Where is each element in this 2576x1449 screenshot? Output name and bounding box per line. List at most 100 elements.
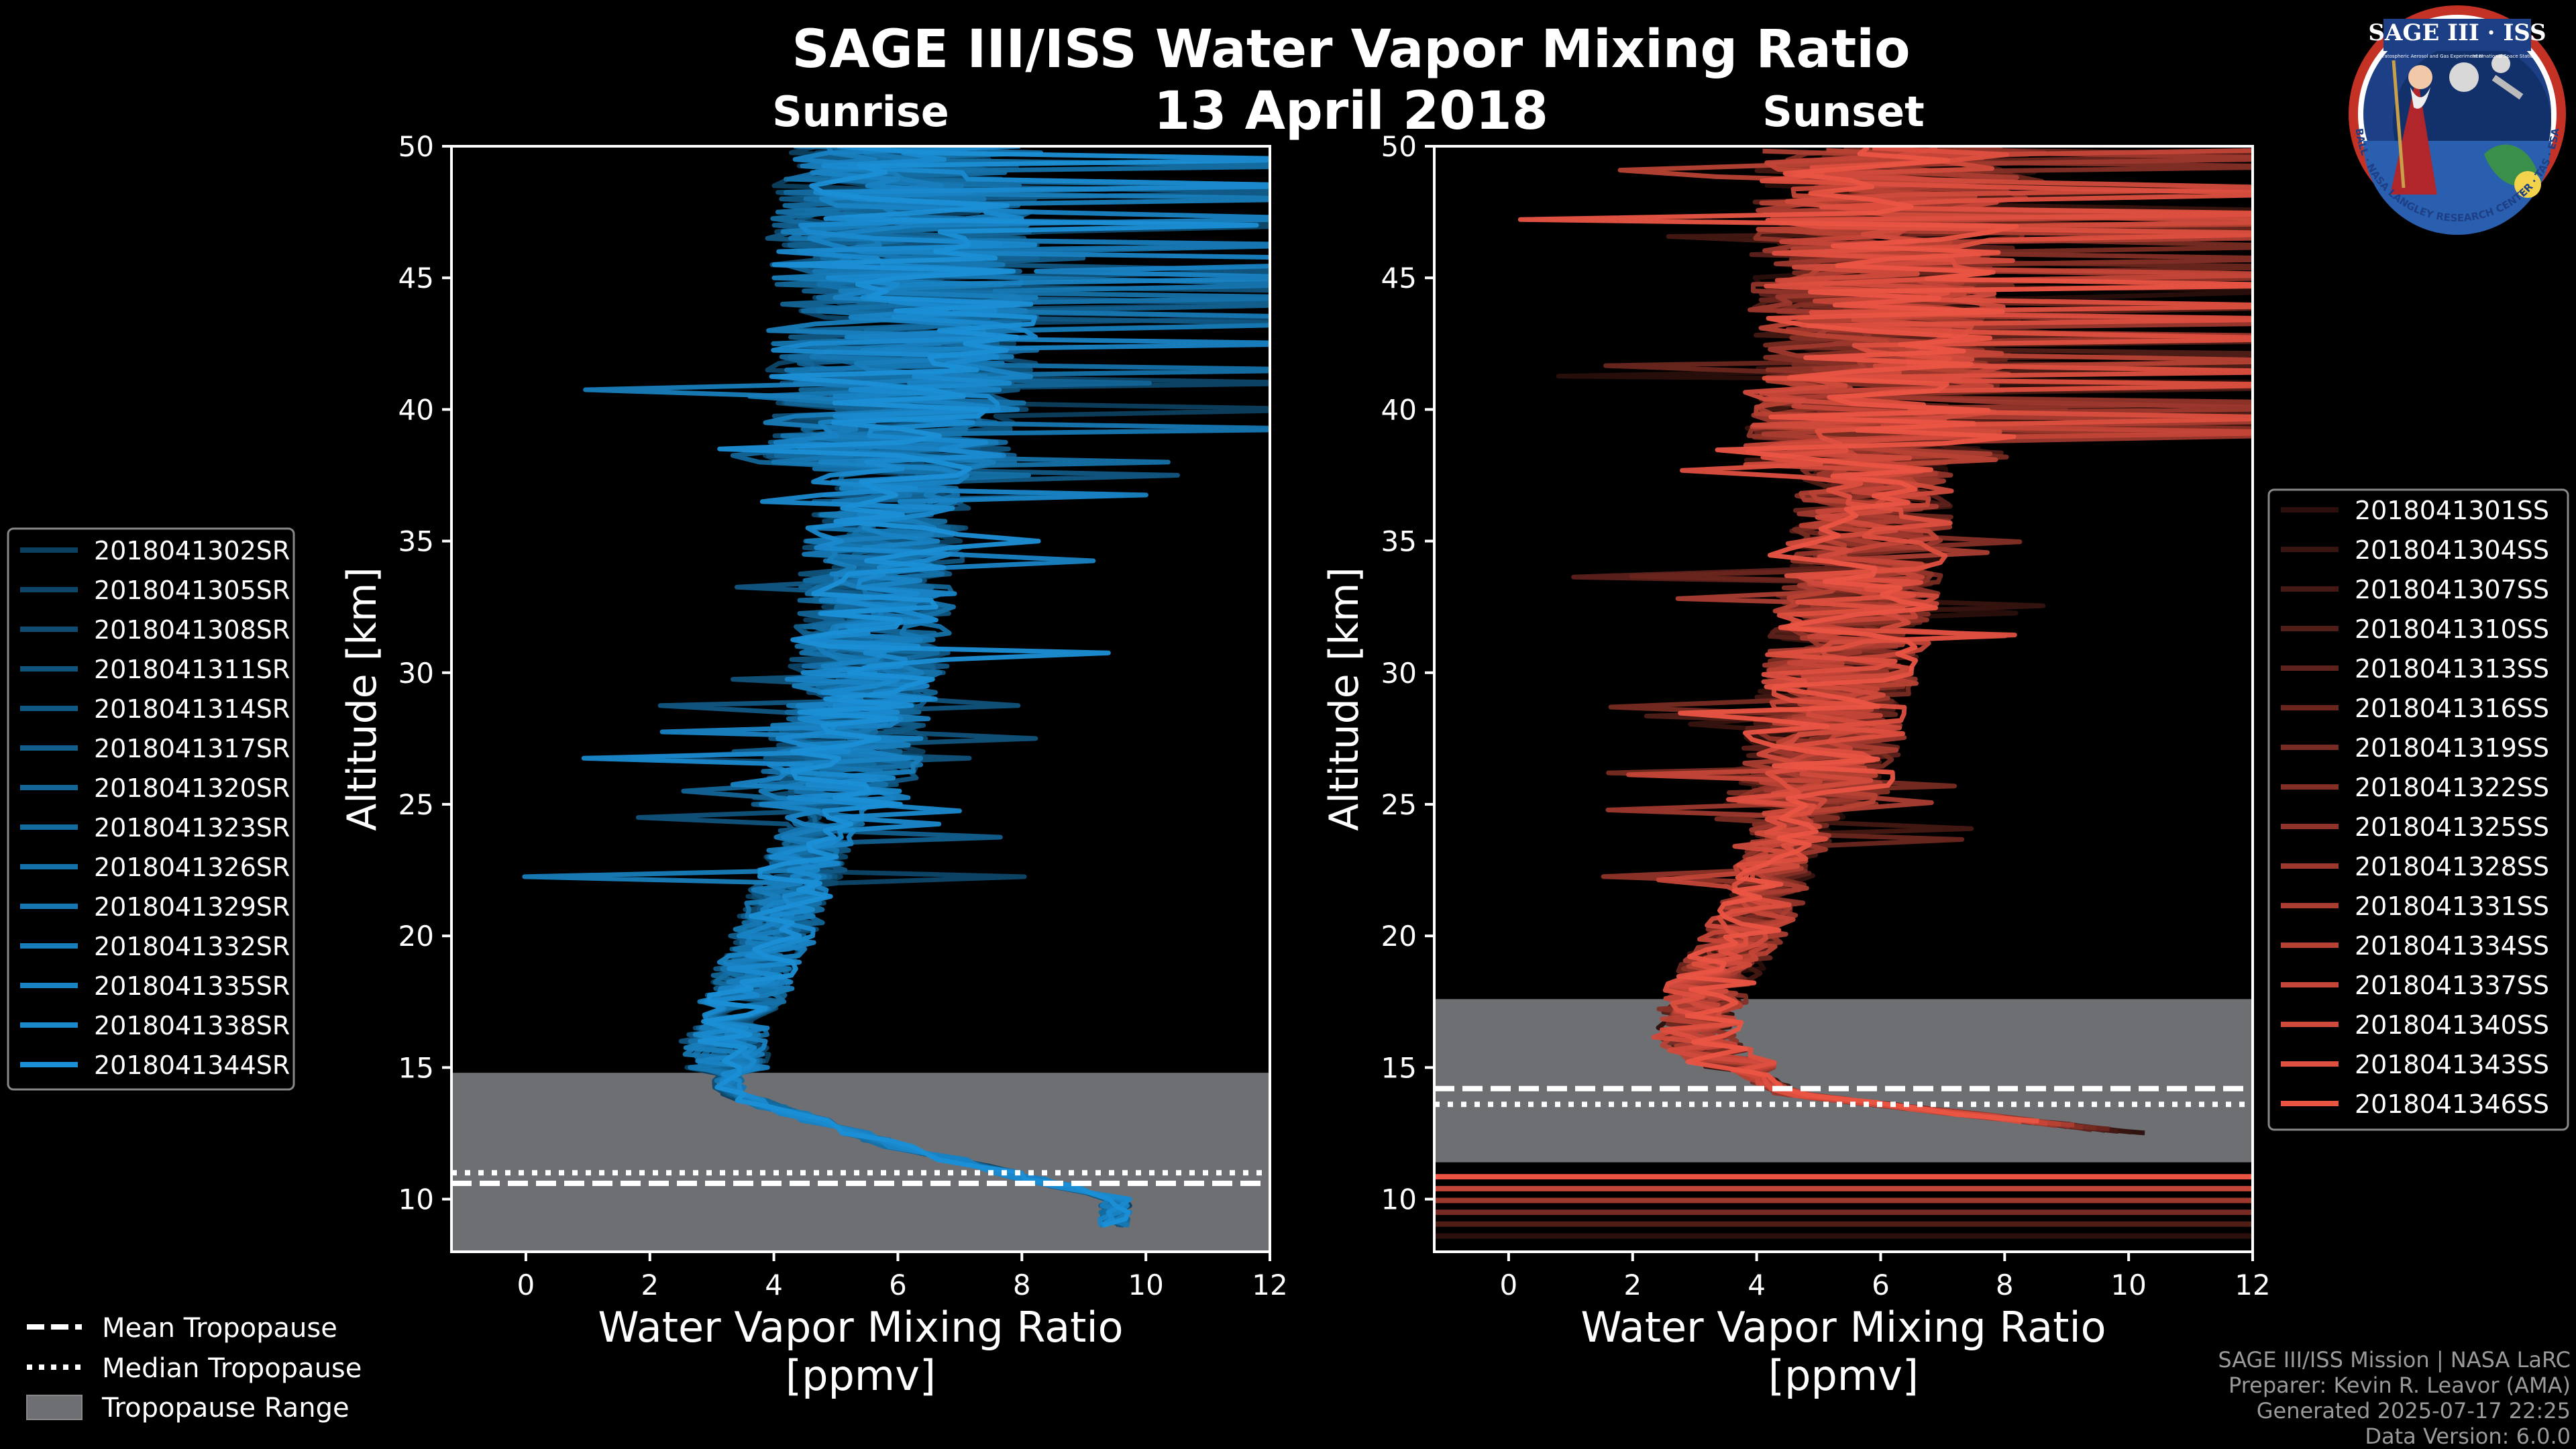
legend-label-2018041314SR: 2018041314SR	[94, 694, 290, 724]
median-tropopause-label: Median Tropopause	[102, 1353, 362, 1384]
ss-ytick-label: 10	[1381, 1183, 1417, 1216]
legend-label-2018041340SS: 2018041340SS	[2355, 1010, 2549, 1040]
legend-label-2018041305SR: 2018041305SR	[94, 576, 290, 605]
sr-ytick-label: 50	[398, 130, 434, 163]
ss-xtick-label: 10	[2110, 1269, 2146, 1301]
sunrise-tropopause-range	[451, 1073, 1270, 1252]
ss-ytick-label: 15	[1381, 1051, 1417, 1084]
sr-ytick-label: 30	[398, 657, 434, 690]
profile-line-2018041329SR	[682, 146, 1270, 1228]
sr-ytick-label: 10	[398, 1183, 434, 1216]
tropopause-range-label: Tropopause Range	[101, 1393, 350, 1424]
legend-label-2018041326SR: 2018041326SR	[94, 853, 290, 882]
legend-label-2018041308SR: 2018041308SR	[94, 615, 290, 645]
sr-xtick-label: 6	[889, 1269, 907, 1301]
credit-version: Data Version: 6.0.0	[2365, 1424, 2571, 1449]
legend-label-2018041322SS: 2018041322SS	[2355, 773, 2549, 802]
sr-ytick-label: 35	[398, 525, 434, 558]
legend-label-2018041301SS: 2018041301SS	[2355, 496, 2549, 525]
profile-line-2018041344SR	[697, 146, 1270, 1228]
ss-xtick-label: 12	[2235, 1269, 2270, 1301]
ss-ytick-label: 30	[1381, 657, 1417, 690]
legend-label-2018041332SR: 2018041332SR	[94, 932, 290, 961]
sunrise-panel-title: Sunrise	[772, 87, 949, 136]
sr-tropopause-range-band	[451, 1073, 1270, 1252]
sunrise-legend: 2018041302SR 2018041305SR 2018041308SR 2018…	[7, 527, 295, 1091]
legend-label-2018041304SS: 2018041304SS	[2355, 535, 2549, 565]
sr-ytick-label: 40	[398, 393, 434, 426]
sr-xtick-label: 12	[1252, 1269, 1287, 1301]
legend-label-2018041320SR: 2018041320SR	[94, 773, 290, 803]
ss-xtick-label: 6	[1872, 1269, 1890, 1301]
figure-title: SAGE III/ISS Water Vapor Mixing Ratio	[792, 19, 1910, 80]
profile-line-2018041335SR	[659, 146, 1270, 1226]
legend-label-2018041329SR: 2018041329SR	[94, 892, 290, 922]
ss-xtick-label: 0	[1500, 1269, 1518, 1301]
credit-generated: Generated 2025-07-17 22:25	[2257, 1398, 2571, 1424]
sr-xtick-label: 8	[1013, 1269, 1031, 1301]
ss-xtick-label: 4	[1748, 1269, 1766, 1301]
legend-label-2018041337SS: 2018041337SS	[2355, 971, 2549, 1000]
sunrise-axes-frame	[450, 145, 1271, 1253]
sr-xtick-label: 4	[765, 1269, 783, 1301]
ss-ytick-label: 25	[1381, 788, 1417, 821]
sunset-xlabel-line2: [ppmv]	[1768, 1351, 1919, 1400]
sunset-tropopause-range	[1434, 999, 2253, 1163]
sunrise-xlabel-line2: [ppmv]	[786, 1351, 936, 1400]
legend-label-2018041313SS: 2018041313SS	[2355, 654, 2549, 684]
sunset-axes-frame	[1433, 145, 2254, 1253]
legend-label-2018041334SS: 2018041334SS	[2355, 931, 2549, 961]
legend-label-2018041331SS: 2018041331SS	[2355, 892, 2549, 921]
sunrise-panel: 0 2 4 6 8 10 12 10 15 20 25 30 35 40 45 50 Altitude [km…	[339, 130, 1288, 1400]
sunrise-xlabel-line1: Water Vapor Mixing Ratio	[598, 1303, 1123, 1352]
logo-subtitle-2: International Space Station	[2472, 54, 2536, 59]
tropopause-range-swatch	[26, 1395, 83, 1420]
mean-tropopause-label: Mean Tropopause	[102, 1313, 337, 1344]
ss-xtick-label: 2	[1623, 1269, 1642, 1301]
sr-xtick-label: 10	[1128, 1269, 1163, 1301]
legend-label-2018041343SS: 2018041343SS	[2355, 1050, 2549, 1079]
sunset-legend: 2018041301SS 2018041304SS 2018041307SS 2018…	[2267, 488, 2569, 1131]
legend-label-2018041325SS: 2018041325SS	[2355, 812, 2549, 842]
sr-ytick-label: 25	[398, 788, 434, 821]
sunset-panel: 0 2 4 6 8 10 12 10 15 20 25 30 35 40 45 50 Altitude [km…	[1321, 130, 2271, 1400]
sr-ytick-label: 45	[398, 262, 434, 294]
credit-preparer: Preparer: Kevin R. Leavor (AMA)	[2229, 1373, 2571, 1398]
legend-label-2018041302SR: 2018041302SR	[94, 536, 290, 566]
sage-iii-iss-logo: SAGE III · ISS Stratospheric Aerosol and…	[2349, 5, 2566, 235]
legend-label-2018041310SS: 2018041310SS	[2355, 614, 2549, 644]
sr-xtick-label: 0	[517, 1269, 535, 1301]
legend-label-2018041338SR: 2018041338SR	[94, 1011, 290, 1040]
legend-label-2018041307SS: 2018041307SS	[2355, 575, 2549, 604]
logo-title: SAGE III · ISS	[2368, 19, 2546, 46]
ss-ytick-label: 35	[1381, 525, 1417, 558]
legend-label-2018041344SR: 2018041344SR	[94, 1051, 290, 1080]
sr-ytick-label: 15	[398, 1051, 434, 1084]
profile-line-2018041346SS	[1517, 146, 2253, 1124]
legend-label-2018041317SR: 2018041317SR	[94, 734, 290, 763]
legend-label-2018041323SR: 2018041323SR	[94, 813, 290, 843]
tropopause-legend: Mean Tropopause Median Tropopause Tropop…	[26, 1313, 362, 1424]
legend-label-2018041319SS: 2018041319SS	[2355, 733, 2549, 763]
sunset-panel-title: Sunset	[1762, 87, 1925, 136]
ss-tropopause-range-band	[1434, 999, 2253, 1163]
ss-ytick-label: 50	[1381, 130, 1417, 163]
logo-subtitle-1: Stratospheric Aerosol and Gas Experiment…	[2377, 54, 2483, 59]
legend-label-2018041316SS: 2018041316SS	[2355, 694, 2549, 723]
legend-label-2018041311SR: 2018041311SR	[94, 655, 290, 684]
sunset-ylabel: Altitude [km]	[1321, 567, 1368, 831]
legend-label-2018041346SS: 2018041346SS	[2355, 1089, 2549, 1119]
figure-date: 13 April 2018	[1154, 81, 1548, 142]
sunset-xlabel-line1: Water Vapor Mixing Ratio	[1580, 1303, 2106, 1352]
profile-line-2018041332SR	[522, 146, 1270, 1228]
ss-xtick-label: 8	[1996, 1269, 2014, 1301]
sr-xtick-label: 2	[641, 1269, 659, 1301]
credit-mission: SAGE III/ISS Mission | NASA LaRC	[2218, 1347, 2571, 1373]
legend-label-2018041328SS: 2018041328SS	[2355, 852, 2549, 881]
sr-ytick-label: 20	[398, 920, 434, 953]
ss-ytick-label: 45	[1381, 262, 1417, 294]
legend-label-2018041335SR: 2018041335SR	[94, 971, 290, 1001]
ss-ytick-label: 40	[1381, 393, 1417, 426]
sunrise-ylabel: Altitude [km]	[339, 567, 386, 831]
